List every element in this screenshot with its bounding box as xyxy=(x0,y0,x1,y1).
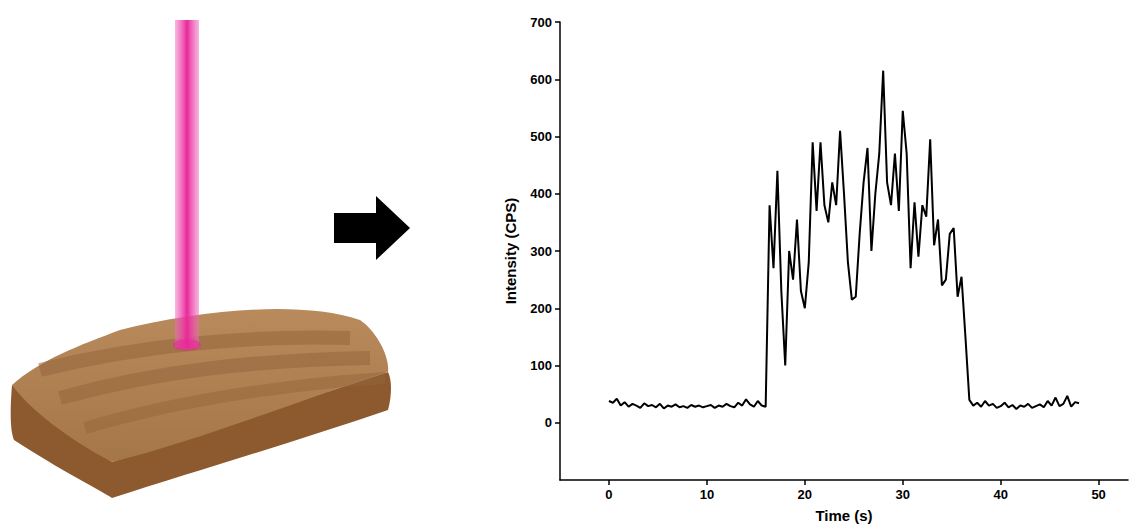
svg-text:10: 10 xyxy=(700,487,714,502)
svg-text:500: 500 xyxy=(530,129,552,144)
svg-text:50: 50 xyxy=(1091,487,1105,502)
svg-text:Intensity (CPS): Intensity (CPS) xyxy=(502,198,519,305)
svg-text:0: 0 xyxy=(545,415,552,430)
svg-text:100: 100 xyxy=(530,358,552,373)
svg-text:700: 700 xyxy=(530,15,552,30)
svg-text:20: 20 xyxy=(798,487,812,502)
svg-text:200: 200 xyxy=(530,301,552,316)
svg-text:30: 30 xyxy=(896,487,910,502)
svg-text:600: 600 xyxy=(530,72,552,87)
svg-text:0: 0 xyxy=(605,487,612,502)
svg-text:300: 300 xyxy=(530,244,552,259)
svg-text:Time (s): Time (s) xyxy=(815,507,872,524)
svg-text:400: 400 xyxy=(530,186,552,201)
svg-text:40: 40 xyxy=(993,487,1007,502)
